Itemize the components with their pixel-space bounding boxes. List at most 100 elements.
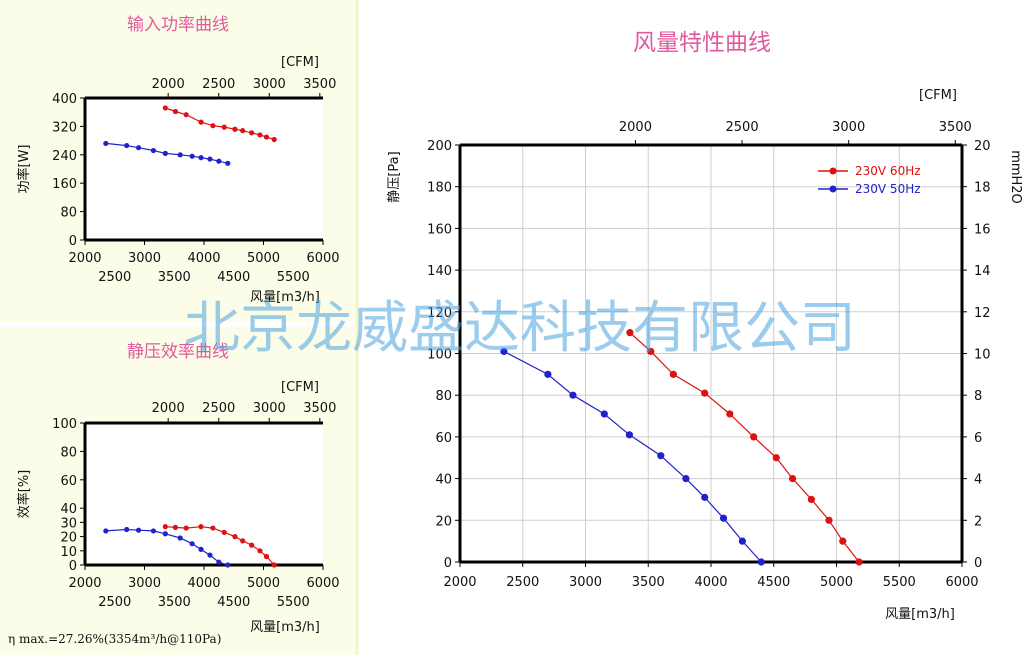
airflow-y-tick-label: 140	[427, 264, 452, 279]
efficiency-plot-area	[85, 423, 323, 565]
power-x-tick-label: 2000	[68, 251, 101, 266]
efficiency-cfm-tick-label: 2000	[152, 401, 185, 416]
power-series-1-point	[103, 140, 109, 147]
power-x-tick-label-minor: 5500	[277, 270, 310, 285]
power-series-0-point	[162, 105, 168, 111]
airflow-y-tick-label: 60	[435, 431, 452, 446]
airflow-series-0-point	[807, 495, 816, 504]
efficiency-x-tick-label: 6000	[306, 576, 339, 591]
airflow-y2-tick-label: 8	[974, 389, 982, 404]
airflow-series-0-point	[669, 370, 677, 378]
efficiency-x-tick-label: 3000	[128, 576, 161, 591]
airflow-x-tick-label: 2500	[506, 575, 539, 590]
power-series-0-point	[172, 108, 179, 115]
efficiency-series-0-point	[198, 524, 204, 530]
airflow-y2-tick-label: 12	[974, 306, 991, 321]
airflow-y2-tick-label: 14	[974, 264, 991, 279]
airflow-legend-label: 230V 50Hz	[855, 182, 921, 196]
efficiency-series-0-point	[249, 542, 255, 548]
power-plot-area	[85, 98, 323, 240]
power-series-0-point	[240, 128, 246, 134]
airflow-x-tick-label: 3500	[632, 575, 665, 590]
airflow-cfm-tick-label: 2500	[726, 120, 759, 135]
airflow-series-0-point	[788, 475, 797, 483]
efficiency-y-axis-label: 效率[%]	[16, 470, 32, 519]
airflow-series-0-point	[825, 516, 833, 524]
efficiency-series-1-point	[103, 528, 109, 534]
efficiency-y-tick-label: 30	[60, 516, 77, 531]
power-series-0-point	[183, 112, 189, 118]
efficiency-x-tick-label: 2000	[68, 576, 101, 591]
airflow-cfm-tick-label: 3500	[939, 120, 972, 135]
efficiency-series-1-point	[216, 559, 222, 565]
power-cfm-tick-label: 2000	[152, 77, 185, 92]
airflow-legend-label: 230V 60Hz	[855, 164, 921, 178]
airflow-y2-tick-label: 4	[974, 473, 982, 488]
airflow-x-tick-label: 4500	[757, 575, 790, 590]
efficiency-series-0-point	[221, 529, 227, 535]
airflow-y-tick-label: 180	[427, 181, 452, 196]
airflow-x-tick-label: 6000	[945, 575, 978, 590]
airflow-legend-swatch-marker	[829, 185, 837, 193]
power-y-tick-label: 320	[52, 120, 77, 135]
efficiency-x-tick-label-minor: 2500	[98, 595, 131, 610]
airflow-series-line-0	[629, 332, 860, 563]
efficiency-x-tick-label-minor: 4500	[217, 595, 250, 610]
efficiency-series-0-point	[162, 524, 168, 530]
power-series-0-point	[249, 130, 255, 136]
airflow-series-1-point	[500, 347, 508, 356]
efficiency-x-axis-label: 风量[m3/h]	[250, 620, 320, 635]
efficiency-max-note: η max.=27.26%(3354m³/h@110Pa)	[8, 632, 221, 646]
efficiency-series-1-point	[225, 562, 231, 568]
airflow-y2-axis-label: mmH2O	[1008, 150, 1023, 204]
efficiency-y-tick-label: 80	[60, 445, 77, 460]
efficiency-y-tick-label: 60	[60, 474, 77, 489]
airflow-series-1-point	[569, 391, 577, 399]
airflow-y2-tick-label: 16	[974, 222, 991, 237]
efficiency-series-0-point	[210, 525, 216, 531]
efficiency-y-tick-label: 100	[52, 417, 77, 432]
power-series-0-point	[263, 134, 270, 140]
airflow-series-0-point	[772, 454, 780, 462]
power-y-tick-label: 240	[52, 149, 77, 164]
power-series-1-point	[225, 160, 231, 166]
airflow-series-1-point	[682, 475, 690, 483]
airflow-series-1-point	[544, 370, 552, 378]
efficiency-x-tick-label-minor: 5500	[277, 595, 310, 610]
efficiency-y-tick-label: 10	[60, 545, 77, 560]
power-series-1-point	[189, 153, 195, 159]
airflow-y-axis-label: 静压[Pa]	[387, 151, 402, 202]
airflow-series-0-point	[839, 537, 847, 545]
efficiency-series-1-point	[162, 531, 168, 537]
airflow-series-1-point	[719, 514, 728, 522]
power-x-tick-label-minor: 2500	[98, 270, 131, 285]
airflow-series-1-point	[701, 493, 709, 501]
airflow-series-0-point	[626, 329, 634, 337]
power-cfm-tick-label: 3500	[303, 77, 336, 92]
airflow-series-1-point	[738, 537, 746, 545]
airflow-y-tick-label: 80	[435, 389, 452, 404]
efficiency-title: 静压效率曲线	[127, 342, 229, 362]
airflow-series-0-point	[726, 410, 734, 418]
airflow-y-tick-label: 0	[444, 556, 452, 571]
efficiency-cfm-tick-label: 2500	[202, 401, 235, 416]
power-series-1-point	[150, 147, 157, 154]
power-y-tick-label: 80	[60, 206, 77, 221]
airflow-series-1-point	[657, 452, 665, 460]
efficiency-series-0-point	[183, 525, 189, 531]
efficiency-cfm-tick-label: 3500	[303, 401, 336, 416]
power-series-1-point	[177, 152, 183, 158]
power-x-tick-label-minor: 3500	[158, 270, 191, 285]
efficiency-series-1-point	[124, 526, 130, 533]
airflow-y2-tick-label: 10	[974, 348, 991, 363]
airflow-cfm-tick-label: 3000	[832, 120, 865, 135]
airflow-series-1-point	[600, 410, 608, 418]
efficiency-series-1-point	[198, 546, 204, 552]
power-series-1-point	[207, 156, 213, 162]
airflow-y-tick-label: 200	[427, 139, 452, 154]
power-series-0-point	[221, 124, 227, 130]
power-title: 输入功率曲线	[127, 15, 229, 35]
efficiency-x-tick-label: 4000	[187, 576, 220, 591]
power-series-0-point	[210, 123, 216, 129]
airflow-y2-tick-label: 6	[974, 431, 982, 446]
